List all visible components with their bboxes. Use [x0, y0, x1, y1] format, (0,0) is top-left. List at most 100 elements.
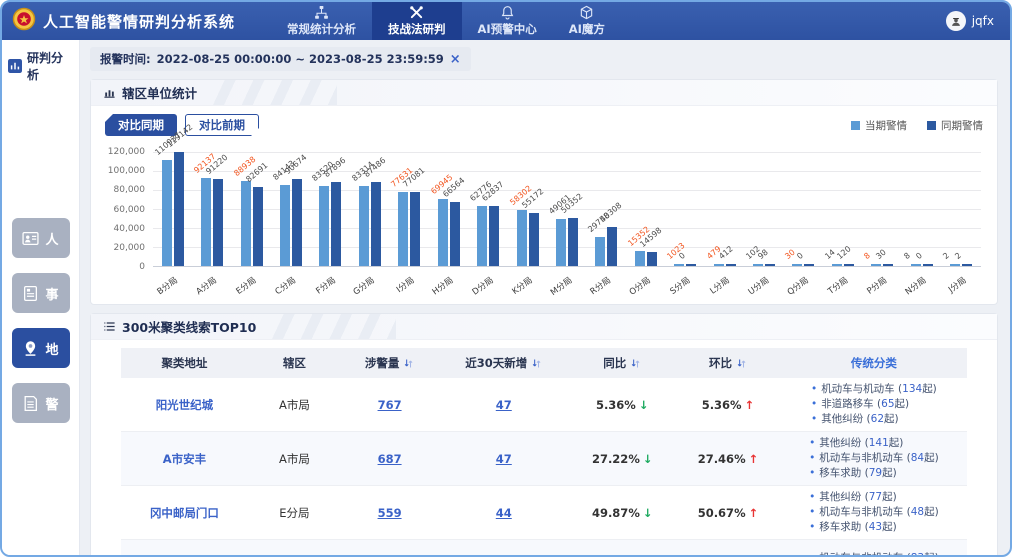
category-item: • 机动车与非机动车 (84起) [809, 451, 939, 466]
sort-icon[interactable] [630, 358, 641, 369]
category-count-link[interactable]: 84 [910, 452, 925, 464]
nav-tab-label: AI魔方 [568, 22, 605, 36]
category-unit: 起) [882, 491, 897, 503]
category-count-link[interactable]: 62 [870, 413, 885, 425]
bar-previous [646, 252, 657, 266]
header-stripes-decoration [266, 314, 397, 339]
gridline [153, 209, 981, 210]
bar-previous [804, 264, 815, 266]
category-count-link[interactable]: 141 [868, 437, 889, 449]
category-count-link[interactable]: 65 [881, 398, 895, 410]
quick-button-地[interactable]: 地 [11, 328, 70, 368]
bar-group: 77631 77081 I分局 [389, 152, 429, 295]
column-header-6[interactable]: 环比 [675, 355, 781, 371]
category-count-link[interactable]: 79 [868, 467, 883, 479]
category-paren: ( [864, 467, 869, 479]
column-header-7[interactable]: 传统分类 [781, 355, 967, 371]
bar-value-label: 2 [953, 250, 964, 261]
cell-new30: 47 [438, 452, 569, 466]
nav-tab-1[interactable]: 常规统计分析 [271, 2, 372, 40]
quick-button-警[interactable]: 警 [11, 383, 70, 423]
category-name: 机动车与非机动车 [819, 552, 906, 556]
bar-previous [252, 187, 263, 266]
category-count-link[interactable]: 77 [868, 491, 883, 503]
category-list: • 机动车与机动车 (134起) • 非道路移车 (65起) • 其他纠纷 (62起) [811, 382, 937, 427]
quick-button-事[interactable]: 事 [11, 273, 70, 313]
sort-icon[interactable] [531, 358, 542, 369]
legend-item[interactable]: 当期警情 [851, 118, 907, 133]
chart-toolbar: 对比同期 对比前期 当期警情 同期警情 [91, 106, 997, 138]
category-count-link[interactable]: 43 [868, 521, 883, 533]
nav-tab-2[interactable]: 技战法研判 [372, 2, 462, 40]
category-name: 机动车与非机动车 [819, 452, 907, 464]
bar-previous [922, 264, 933, 266]
arrow-down-icon: ↓ [638, 397, 649, 412]
sort-icon[interactable] [736, 358, 747, 369]
quick-button-人[interactable]: 人 [11, 218, 70, 258]
nav-tab-4[interactable]: AI魔方 [553, 2, 621, 40]
cell-address: A市安丰 [121, 451, 248, 467]
bar-current [358, 186, 369, 266]
category-name: 非道路移车 [821, 398, 878, 410]
bar-value-label: 40308 [598, 200, 624, 224]
address-link[interactable]: 冈中邮局门口 [149, 505, 219, 520]
category-unit: 起) [884, 413, 899, 425]
district-stats-header: 辖区单位统计 [91, 80, 997, 106]
table-header-row: 聚类地址 辖区 涉警量 近30天新增 同比 环比 传统分类 [121, 348, 967, 378]
category-count-link[interactable]: 83 [911, 552, 924, 556]
user-menu[interactable]: jqfx [930, 2, 1010, 40]
brand: 人工智能警情研判分析系统 [2, 2, 245, 40]
category-count-link[interactable]: 48 [910, 506, 925, 518]
legend-label: 同期警情 [941, 119, 983, 132]
bar-current [240, 181, 251, 266]
address-link[interactable]: A市安丰 [162, 451, 207, 466]
bullet-icon: • [809, 521, 816, 533]
new30-link[interactable]: 47 [495, 451, 512, 466]
table-row: 阳光世纪城 A市局 767 47 5.36% ↓ 5.36% ↑ • 机动车与机动车 (134起)… [121, 378, 967, 432]
count-link[interactable]: 767 [377, 397, 402, 412]
x-axis-label: N分局 [904, 275, 929, 298]
legend-item[interactable]: 同期警情 [927, 118, 983, 133]
category-item: • 机动车与机动车 (134起) [811, 382, 937, 397]
nav-tab-3[interactable]: AI预警中心 [462, 2, 553, 40]
gridline [153, 227, 981, 229]
cell-count: 559 [341, 506, 438, 520]
bar-value-label: 87486 [362, 155, 388, 179]
bar-group: 102 98 U分局 [744, 152, 783, 297]
bar-chart: 120,000 100,000 80,000 60,000 40,000 20,000 0 … [99, 122, 981, 304]
column-header-label: 同比 [603, 356, 627, 370]
category-list: • 其他纠纷 (141起) • 机动车与非机动车 (84起) • 移车求助 (79起) [809, 436, 939, 481]
bar-group: 49061 50352 M分局 [547, 152, 586, 298]
bar-current [792, 264, 803, 266]
compare-button-1[interactable]: 对比同期 [105, 114, 177, 136]
column-header-3[interactable]: 涉警量 [341, 355, 438, 371]
quick-button-label: 人 [45, 232, 59, 248]
category-item: • 非道路移车 (65起) [811, 397, 937, 412]
mom-value: 5.36% [701, 397, 742, 412]
x-axis-label: T分局 [826, 275, 850, 297]
bullet-icon: • [810, 383, 818, 395]
list-icon [103, 320, 116, 333]
bar-group: 1023 0 S分局 [665, 152, 704, 297]
x-axis-label: Q分局 [785, 275, 811, 298]
sidebar-item-analysis[interactable]: 研判分析 [2, 40, 79, 92]
address-link[interactable]: 阳光世纪城 [155, 397, 214, 412]
tools-icon [409, 5, 424, 20]
bar-group: 30 0 Q分局 [784, 152, 823, 298]
bar-current [674, 264, 685, 266]
column-header-label: 涉警量 [364, 356, 400, 370]
new30-link[interactable]: 47 [495, 397, 512, 412]
count-link[interactable]: 559 [377, 505, 402, 520]
new30-link[interactable]: 44 [495, 505, 512, 520]
count-link[interactable]: 687 [377, 451, 402, 466]
bar-current [634, 251, 645, 266]
cell-count: 687 [341, 452, 438, 466]
category-paren: ( [866, 413, 871, 425]
close-icon[interactable]: × [449, 51, 461, 67]
column-header-5[interactable]: 同比 [569, 355, 675, 371]
compare-button-2[interactable]: 对比前期 [185, 114, 259, 136]
category-count-link[interactable]: 134 [902, 383, 923, 395]
column-header-4[interactable]: 近30天新增 [438, 355, 569, 371]
nav-tab-label: AI预警中心 [477, 22, 537, 36]
sort-icon[interactable] [403, 358, 414, 369]
